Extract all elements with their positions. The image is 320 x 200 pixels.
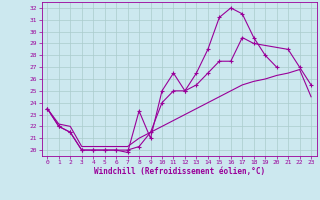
X-axis label: Windchill (Refroidissement éolien,°C): Windchill (Refroidissement éolien,°C) <box>94 167 265 176</box>
